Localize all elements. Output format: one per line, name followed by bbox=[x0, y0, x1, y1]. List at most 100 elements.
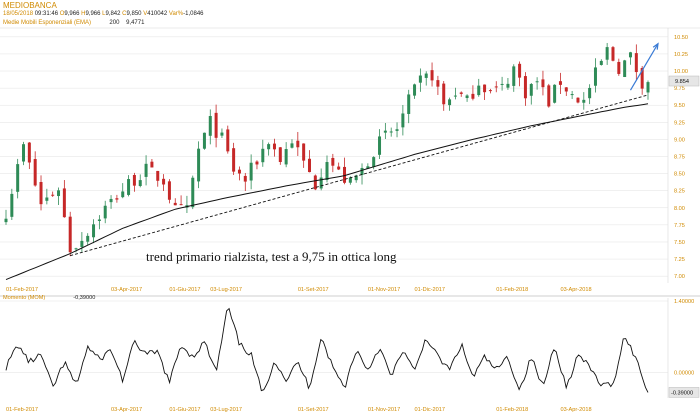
price-candle bbox=[407, 89, 411, 124]
price-tick-label: 7.00 bbox=[674, 274, 685, 280]
price-tick-label: 7.75 bbox=[674, 223, 685, 229]
price-candle bbox=[343, 157, 347, 185]
price-candle bbox=[267, 142, 271, 156]
price-candle bbox=[564, 87, 568, 96]
momentum-x-tick-label: 01-Giu-2017 bbox=[169, 407, 200, 413]
price-candle bbox=[132, 172, 136, 192]
momentum-title: Momento (MOM) bbox=[3, 295, 46, 301]
price-x-tick-label: 01-Feb-2018 bbox=[496, 287, 528, 293]
price-candle bbox=[51, 191, 55, 197]
price-candle bbox=[302, 143, 306, 168]
price-candle bbox=[523, 72, 527, 106]
price-candle bbox=[599, 59, 603, 66]
price-candle bbox=[395, 122, 399, 138]
price-candle bbox=[255, 160, 259, 170]
volume-label: V bbox=[143, 11, 148, 17]
price-candle bbox=[167, 179, 171, 204]
price-candle bbox=[471, 85, 475, 101]
price-x-tick-label: 03-Apr-2018 bbox=[560, 287, 591, 293]
price-candle bbox=[360, 163, 364, 185]
price-candle bbox=[337, 162, 341, 171]
low-value: 9,842 bbox=[105, 11, 121, 17]
momentum-tick-label: 1.40000 bbox=[674, 299, 694, 305]
price-candle bbox=[214, 104, 218, 148]
price-candle bbox=[232, 142, 236, 175]
price-candle bbox=[80, 232, 84, 252]
price-candle bbox=[506, 78, 510, 90]
momentum-x-tick-label: 01-Feb-2018 bbox=[496, 407, 528, 413]
price-candle bbox=[459, 91, 463, 97]
price-candle bbox=[547, 83, 551, 108]
svg-text:-0.39000: -0.39000 bbox=[671, 390, 693, 396]
price-candle bbox=[442, 80, 446, 111]
price-candle bbox=[97, 215, 101, 230]
volume-value: 410042 bbox=[147, 11, 168, 17]
price-x-tick-label: 03-Lug-2017 bbox=[210, 287, 242, 293]
price-candle bbox=[307, 150, 311, 173]
price-candle bbox=[413, 83, 417, 99]
price-tick-label: 9.00 bbox=[674, 137, 685, 143]
price-candle bbox=[16, 158, 20, 199]
price-candle bbox=[150, 159, 154, 168]
price-candle bbox=[401, 105, 405, 136]
price-candle bbox=[10, 188, 14, 220]
chart-title: MEDIOBANCA bbox=[3, 1, 57, 10]
price-candle bbox=[605, 42, 609, 65]
price-tick-label: 9.75 bbox=[674, 86, 685, 92]
price-candle bbox=[208, 109, 212, 145]
price-tick-label: 9.50 bbox=[674, 103, 685, 109]
price-candle bbox=[39, 175, 43, 211]
quote-info: 18/05/2018 09:31:46 O9,966 H9,966 L9,842… bbox=[3, 11, 204, 17]
price-x-tick-label: 03-Apr-2017 bbox=[111, 287, 142, 293]
momentum-x-tick-label: 01-Dic-2017 bbox=[415, 407, 445, 413]
price-candle bbox=[109, 195, 113, 209]
price-candle bbox=[127, 175, 131, 197]
price-candle bbox=[378, 129, 382, 159]
date-value: 18/05/2018 bbox=[3, 11, 34, 17]
price-candle bbox=[453, 87, 457, 100]
price-candle bbox=[185, 195, 189, 213]
momentum-x-tick-label: 03-Lug-2017 bbox=[210, 407, 242, 413]
price-tick-label: 7.25 bbox=[674, 257, 685, 263]
price-candle bbox=[197, 141, 201, 189]
price-candle bbox=[33, 151, 37, 187]
ma-info: Medie Mobili Esponenziali (EMA) 200 9,47… bbox=[3, 20, 144, 26]
price-candle bbox=[68, 211, 72, 257]
price-candle bbox=[512, 64, 516, 92]
price-candle bbox=[261, 139, 265, 167]
momentum-x-tick-label: 01-Feb-2017 bbox=[6, 407, 38, 413]
price-candle bbox=[179, 195, 183, 206]
price-candle bbox=[296, 131, 300, 156]
price-candle bbox=[617, 58, 621, 76]
price-candle bbox=[535, 77, 539, 90]
price-candle bbox=[483, 84, 487, 100]
price-candle bbox=[191, 175, 195, 210]
current-price-label: 9.854 bbox=[668, 75, 700, 87]
price-candle bbox=[593, 58, 597, 93]
price-candle bbox=[92, 219, 96, 244]
price-candle bbox=[45, 188, 49, 205]
price-candle bbox=[494, 81, 498, 93]
open-label: O bbox=[59, 11, 65, 17]
open-value: 9,966 bbox=[64, 11, 80, 17]
close-label: C bbox=[122, 11, 127, 17]
price-candle bbox=[284, 142, 288, 168]
price-candle bbox=[121, 183, 125, 199]
price-candle bbox=[529, 83, 533, 105]
price-tick-label: 8.25 bbox=[674, 189, 685, 195]
price-candle bbox=[518, 61, 522, 87]
high-label: H bbox=[81, 11, 86, 17]
price-candle bbox=[144, 155, 148, 186]
price-candle bbox=[278, 147, 282, 165]
price-candle bbox=[611, 45, 615, 62]
time-value: 09:31:46 bbox=[34, 11, 59, 17]
high-value: 9,966 bbox=[85, 11, 101, 17]
price-candle bbox=[86, 233, 90, 246]
price-x-tick-label: 01-Dic-2017 bbox=[415, 287, 445, 293]
price-candle bbox=[272, 138, 276, 157]
price-candle bbox=[220, 128, 224, 139]
price-candle bbox=[22, 141, 26, 166]
momentum-line bbox=[5, 307, 649, 393]
price-candle bbox=[646, 80, 650, 100]
